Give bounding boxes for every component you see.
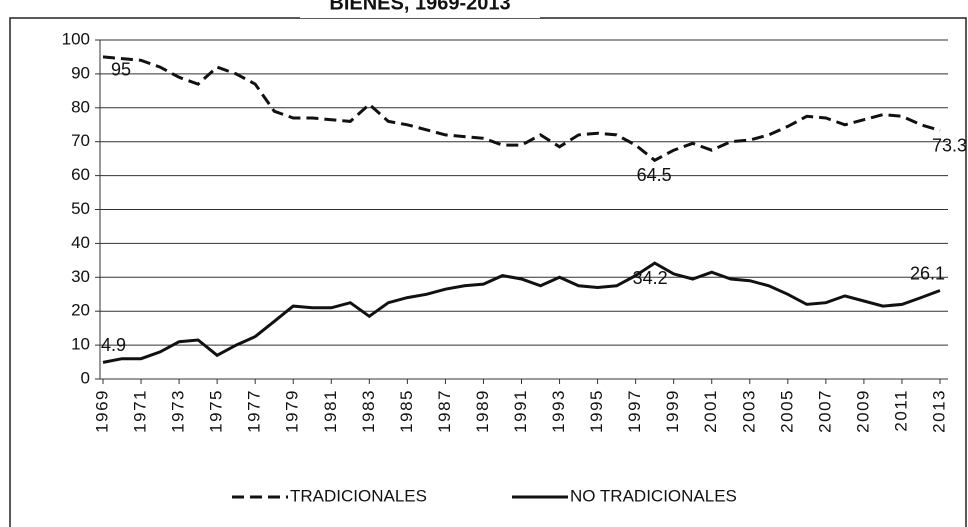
series-line [102,55,941,163]
x-tick-label: 1969 [92,389,111,433]
data-label: 26.1 [910,263,945,283]
x-tick-label: 2001 [701,389,720,433]
data-label: 95 [111,60,131,80]
x-tick-label: 2005 [777,389,796,433]
series-line [102,261,941,364]
x-tick-label: 1985 [397,389,416,433]
x-tick-label: 2013 [929,389,948,433]
x-tick-label: 1979 [283,389,302,433]
x-tick-label: 2003 [739,389,758,433]
title-backdrop [300,0,540,18]
x-tick-label: 1997 [625,389,644,433]
y-tick-label: 70 [71,131,90,150]
legend-label: NO TRADICIONALES [570,486,737,505]
x-tick-label: 1983 [359,389,378,433]
frame [9,17,967,527]
x-tick-label: 1973 [169,389,188,433]
y-tick-label: 90 [71,63,90,82]
data-label: 73.3 [932,135,967,155]
x-tick-label: 2009 [853,389,872,433]
chart-title: BIENES, 1969-2013 [329,0,510,14]
data-label: 64.5 [637,165,672,185]
x-tick-label: 1995 [587,389,606,433]
y-tick-label: 40 [71,233,90,252]
y-tick-label: 60 [71,165,90,184]
y-tick-label: 30 [71,267,90,286]
x-tick-label: 1989 [473,389,492,433]
x-tick-label: 1971 [131,389,150,433]
y-tick-label: 20 [71,301,90,320]
x-tick-label: 1999 [663,389,682,433]
x-tick-label: 1987 [435,389,454,433]
x-tick-label: 1993 [549,389,568,433]
y-tick-label: 10 [71,335,90,354]
x-tick-label: 1975 [207,389,226,433]
x-tick-label: 2011 [891,389,910,432]
y-tick-label: 50 [71,199,90,218]
data-label: 4.9 [101,335,126,355]
x-tick-label: 1977 [245,389,264,433]
legend-label: TRADICIONALES [290,486,427,505]
x-tick-label: 2007 [815,389,834,433]
data-label: 34.2 [633,268,668,288]
y-tick-label: 100 [62,29,90,48]
x-tick-label: 1981 [321,389,340,433]
x-tick-label: 1991 [511,389,530,433]
y-tick-label: 0 [81,368,90,387]
y-tick-label: 80 [71,97,90,116]
